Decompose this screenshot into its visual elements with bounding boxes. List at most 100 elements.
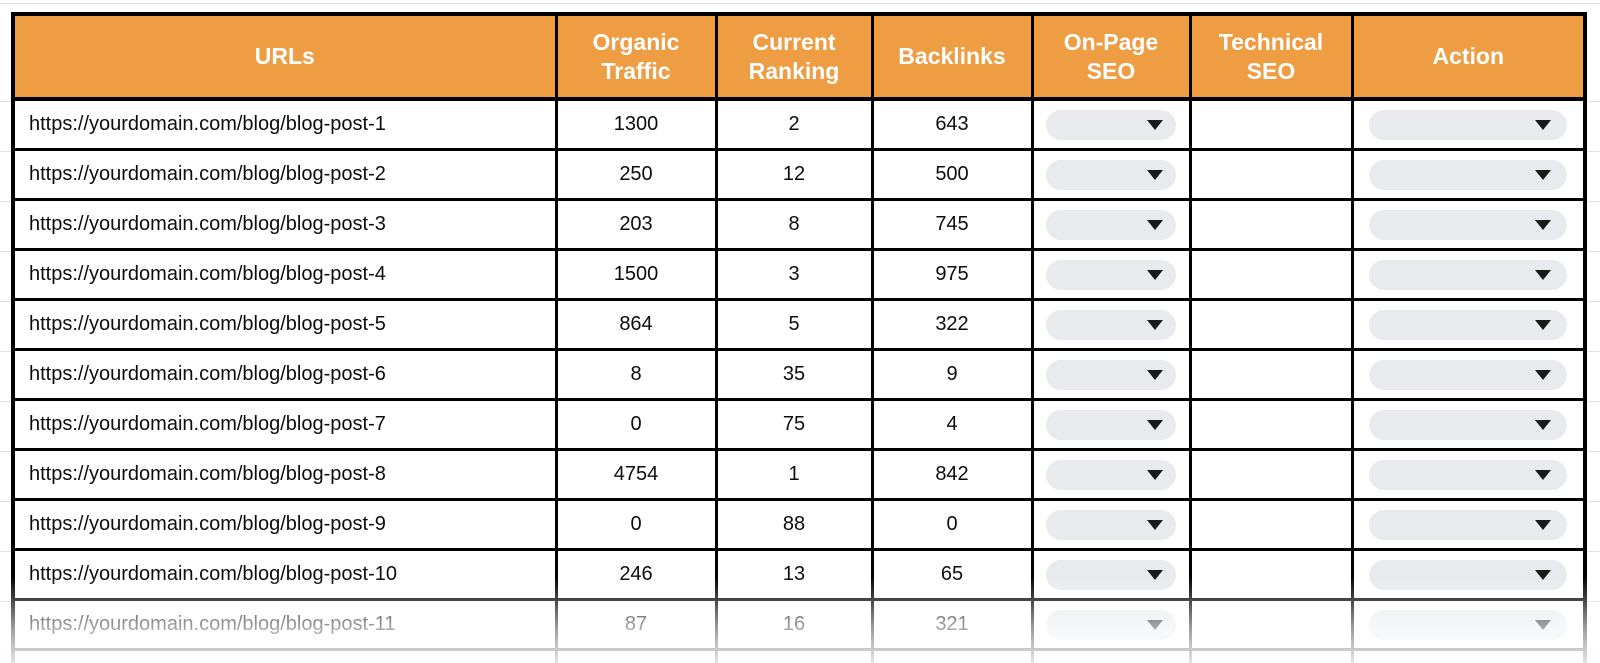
onpage-seo-dropdown[interactable]: [1046, 559, 1176, 590]
url-cell[interactable]: https://yourdomain.com/blog/blog-post-11: [11, 598, 558, 651]
onpage-seo-dropdown[interactable]: [1046, 259, 1176, 290]
caret-down-icon: [1147, 419, 1163, 430]
url-cell[interactable]: https://yourdomain.com/blog/blog-post-1: [11, 97, 558, 151]
organic-traffic-cell[interactable]: 1300: [554, 97, 718, 151]
col-header-organic-traffic[interactable]: Organic Traffic: [554, 12, 718, 101]
empty-cell[interactable]: [11, 648, 558, 663]
organic-traffic-cell[interactable]: 1500: [554, 248, 718, 301]
organic-traffic-cell[interactable]: 0: [554, 398, 718, 451]
onpage-seo-dropdown[interactable]: [1046, 409, 1176, 440]
technical-seo-cell[interactable]: [1188, 448, 1354, 501]
caret-down-icon: [1535, 269, 1552, 280]
current-ranking-cell[interactable]: 12: [714, 148, 874, 201]
technical-seo-cell[interactable]: [1188, 198, 1354, 251]
technical-seo-cell[interactable]: [1188, 598, 1354, 651]
organic-traffic-cell[interactable]: 0: [554, 498, 718, 551]
technical-seo-cell[interactable]: [1188, 348, 1354, 401]
action-dropdown[interactable]: [1369, 209, 1568, 240]
current-ranking-cell[interactable]: 13: [714, 548, 874, 601]
onpage-seo-dropdown[interactable]: [1046, 159, 1176, 190]
action-dropdown[interactable]: [1369, 559, 1568, 590]
onpage-seo-dropdown[interactable]: [1046, 359, 1176, 390]
backlinks-cell[interactable]: 321: [870, 598, 1034, 651]
current-ranking-cell[interactable]: 1: [714, 448, 874, 501]
backlinks-cell[interactable]: 322: [870, 298, 1034, 351]
current-ranking-cell[interactable]: 3: [714, 248, 874, 301]
technical-seo-cell[interactable]: [1188, 148, 1354, 201]
action-dropdown[interactable]: [1369, 109, 1568, 140]
url-cell[interactable]: https://yourdomain.com/blog/blog-post-3: [11, 198, 558, 251]
caret-down-icon: [1535, 219, 1552, 230]
col-header-current-ranking[interactable]: Current Ranking: [714, 12, 874, 101]
current-ranking-cell[interactable]: 8: [714, 198, 874, 251]
current-ranking-cell[interactable]: 2: [714, 97, 874, 151]
url-cell[interactable]: https://yourdomain.com/blog/blog-post-10: [11, 548, 558, 601]
action-dropdown[interactable]: [1369, 259, 1568, 290]
organic-traffic-cell[interactable]: 203: [554, 198, 718, 251]
empty-cell[interactable]: [554, 648, 718, 663]
action-dropdown[interactable]: [1369, 359, 1568, 390]
backlinks-cell[interactable]: 975: [870, 248, 1034, 301]
technical-seo-cell[interactable]: [1188, 97, 1354, 151]
col-header-backlinks[interactable]: Backlinks: [870, 12, 1034, 101]
technical-seo-cell[interactable]: [1188, 298, 1354, 351]
empty-cell[interactable]: [714, 648, 874, 663]
col-header-onpage-seo[interactable]: On-Page SEO: [1030, 12, 1192, 101]
organic-traffic-cell[interactable]: 8: [554, 348, 718, 401]
technical-seo-cell[interactable]: [1188, 248, 1354, 301]
empty-cell[interactable]: [1030, 648, 1192, 663]
backlinks-cell[interactable]: 4: [870, 398, 1034, 451]
onpage-seo-dropdown[interactable]: [1046, 309, 1176, 340]
url-cell[interactable]: https://yourdomain.com/blog/blog-post-6: [11, 348, 558, 401]
action-dropdown[interactable]: [1369, 409, 1568, 440]
organic-traffic-cell[interactable]: 246: [554, 548, 718, 601]
empty-cell[interactable]: [870, 648, 1034, 663]
onpage-seo-dropdown[interactable]: [1046, 459, 1176, 490]
current-ranking-cell[interactable]: 75: [714, 398, 874, 451]
backlinks-cell[interactable]: 745: [870, 198, 1034, 251]
backlinks-cell[interactable]: 9: [870, 348, 1034, 401]
technical-seo-cell[interactable]: [1188, 548, 1354, 601]
current-ranking-cell[interactable]: 88: [714, 498, 874, 551]
col-header-technical-seo[interactable]: Technical SEO: [1188, 12, 1354, 101]
technical-seo-cell[interactable]: [1188, 498, 1354, 551]
action-dropdown[interactable]: [1369, 159, 1568, 190]
organic-traffic-cell[interactable]: 864: [554, 298, 718, 351]
current-ranking-cell[interactable]: 5: [714, 298, 874, 351]
backlinks-cell[interactable]: 842: [870, 448, 1034, 501]
backlinks-cell[interactable]: 65: [870, 548, 1034, 601]
onpage-seo-dropdown[interactable]: [1046, 209, 1176, 240]
onpage-seo-dropdown[interactable]: [1046, 509, 1176, 540]
caret-down-icon: [1147, 319, 1163, 330]
backlinks-cell[interactable]: 500: [870, 148, 1034, 201]
table-row: https://yourdomain.com/blog/blog-post-6 …: [11, 348, 1587, 401]
col-header-urls[interactable]: URLs: [11, 12, 558, 101]
action-dropdown[interactable]: [1369, 309, 1568, 340]
col-header-action[interactable]: Action: [1350, 12, 1587, 101]
current-ranking-cell[interactable]: 35: [714, 348, 874, 401]
onpage-seo-dropdown[interactable]: [1046, 109, 1176, 140]
url-cell[interactable]: https://yourdomain.com/blog/blog-post-7: [11, 398, 558, 451]
action-dropdown[interactable]: [1369, 459, 1568, 490]
organic-traffic-cell[interactable]: 250: [554, 148, 718, 201]
onpage-seo-cell: [1030, 598, 1192, 651]
onpage-seo-cell: [1030, 498, 1192, 551]
action-dropdown[interactable]: [1369, 509, 1568, 540]
organic-traffic-cell[interactable]: 4754: [554, 448, 718, 501]
empty-cell[interactable]: [1350, 648, 1587, 663]
table-row: https://yourdomain.com/blog/blog-post-9 …: [11, 498, 1587, 551]
current-ranking-cell[interactable]: 16: [714, 598, 874, 651]
url-cell[interactable]: https://yourdomain.com/blog/blog-post-2: [11, 148, 558, 201]
technical-seo-cell[interactable]: [1188, 398, 1354, 451]
empty-cell[interactable]: [1188, 648, 1354, 663]
backlinks-cell[interactable]: 643: [870, 97, 1034, 151]
onpage-seo-dropdown[interactable]: [1046, 609, 1176, 640]
caret-down-icon: [1147, 169, 1163, 180]
action-dropdown[interactable]: [1369, 609, 1568, 640]
url-cell[interactable]: https://yourdomain.com/blog/blog-post-8: [11, 448, 558, 501]
url-cell[interactable]: https://yourdomain.com/blog/blog-post-4: [11, 248, 558, 301]
url-cell[interactable]: https://yourdomain.com/blog/blog-post-5: [11, 298, 558, 351]
organic-traffic-cell[interactable]: 87: [554, 598, 718, 651]
backlinks-cell[interactable]: 0: [870, 498, 1034, 551]
url-cell[interactable]: https://yourdomain.com/blog/blog-post-9: [11, 498, 558, 551]
